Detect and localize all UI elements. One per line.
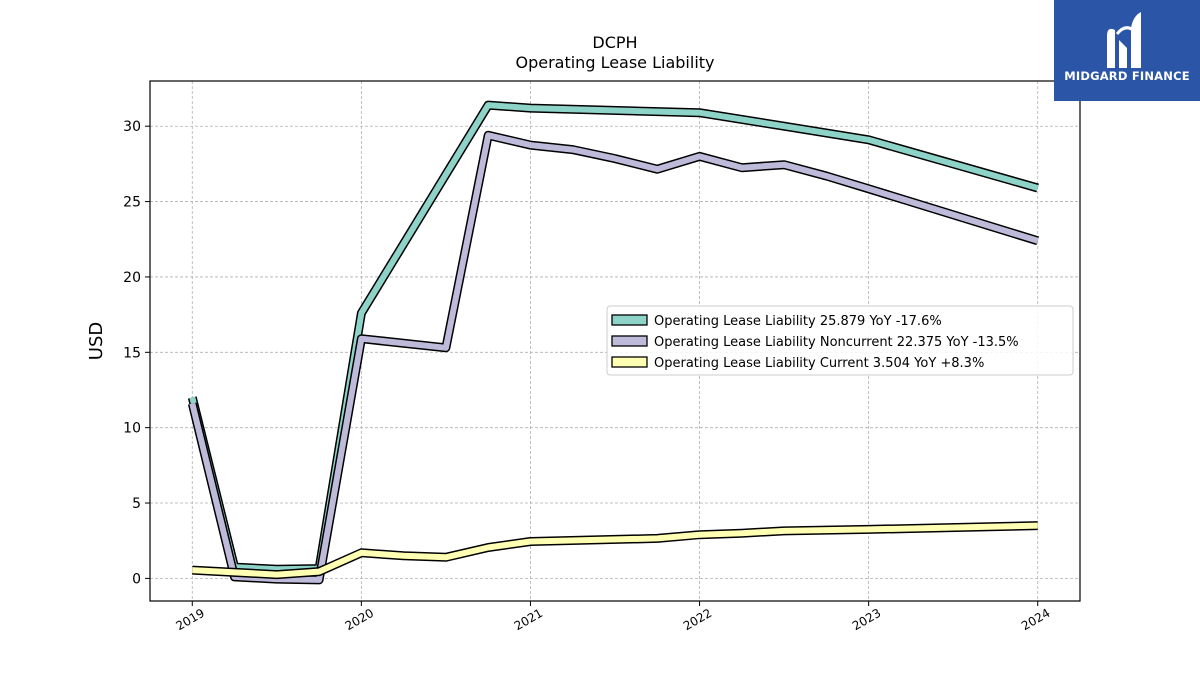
y-tick-label: 10 (123, 421, 141, 437)
plot-area (149, 80, 1081, 602)
legend-box (606, 305, 1074, 376)
series-lines (187, 100, 1040, 585)
midgard-m-logo-icon (1107, 12, 1141, 68)
x-tick-label: 2023 (850, 606, 883, 633)
y-tick-label: 5 (132, 496, 141, 512)
brand-name: MIDGARD FINANCE (1064, 69, 1190, 83)
series-line-operating-lease-liability-current (192, 522, 1038, 578)
x-tick-label: 2022 (681, 606, 714, 633)
y-tick-label: 20 (123, 270, 141, 286)
y-tick-label: 25 (123, 195, 141, 211)
x-tick-label: 2024 (1019, 606, 1052, 633)
legend-swatch (611, 356, 648, 368)
legend-swatch (611, 314, 648, 326)
brand-logo: MIDGARD FINANCE (1054, 0, 1200, 101)
axis-ticks: 2019 2020 2021 2022 2023 2024 0 5 10 15 20 25 30 (123, 119, 1052, 633)
legend-entry-label: Operating Lease Liability Current 3.504 … (654, 356, 984, 371)
x-tick-label: 2021 (512, 606, 545, 633)
y-tick-label: 15 (123, 345, 141, 361)
legend-entry-label: Operating Lease Liability Noncurrent 22.… (654, 335, 1019, 350)
x-tick-label: 2020 (343, 606, 376, 633)
chart-subtitle: Operating Lease Liability (515, 53, 714, 72)
y-tick-label: 0 (132, 571, 141, 587)
x-tick-label: 2019 (174, 606, 207, 633)
series-line-operating-lease-liability-noncurrent (189, 132, 1039, 583)
chart-title: DCPH (592, 33, 637, 52)
legend-swatch (611, 335, 648, 347)
legend-entry-label: Operating Lease Liability 25.879 YoY -17… (654, 314, 942, 329)
series-line-operating-lease-liability (189, 102, 1039, 573)
y-tick-label: 30 (123, 119, 141, 135)
y-axis-label: USD (86, 322, 107, 360)
legend: Operating Lease Liability 25.879 YoY -17… (606, 305, 1074, 376)
